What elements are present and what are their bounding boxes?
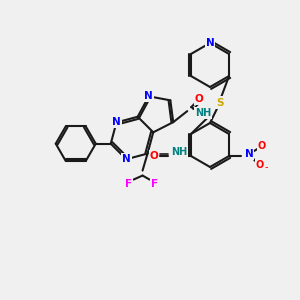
Text: N: N <box>245 149 254 159</box>
Text: -: - <box>264 162 268 172</box>
Text: N: N <box>112 117 121 128</box>
Text: N: N <box>122 154 131 164</box>
Text: O: O <box>150 151 158 161</box>
Text: O: O <box>256 160 264 170</box>
Text: S: S <box>216 98 223 107</box>
Text: O: O <box>195 94 204 104</box>
Text: F: F <box>151 178 158 189</box>
Text: NH: NH <box>195 108 211 118</box>
Text: NH: NH <box>171 147 187 157</box>
Text: N: N <box>206 38 214 48</box>
Text: F: F <box>125 178 132 189</box>
Text: O: O <box>258 141 266 151</box>
Text: N: N <box>144 91 153 101</box>
